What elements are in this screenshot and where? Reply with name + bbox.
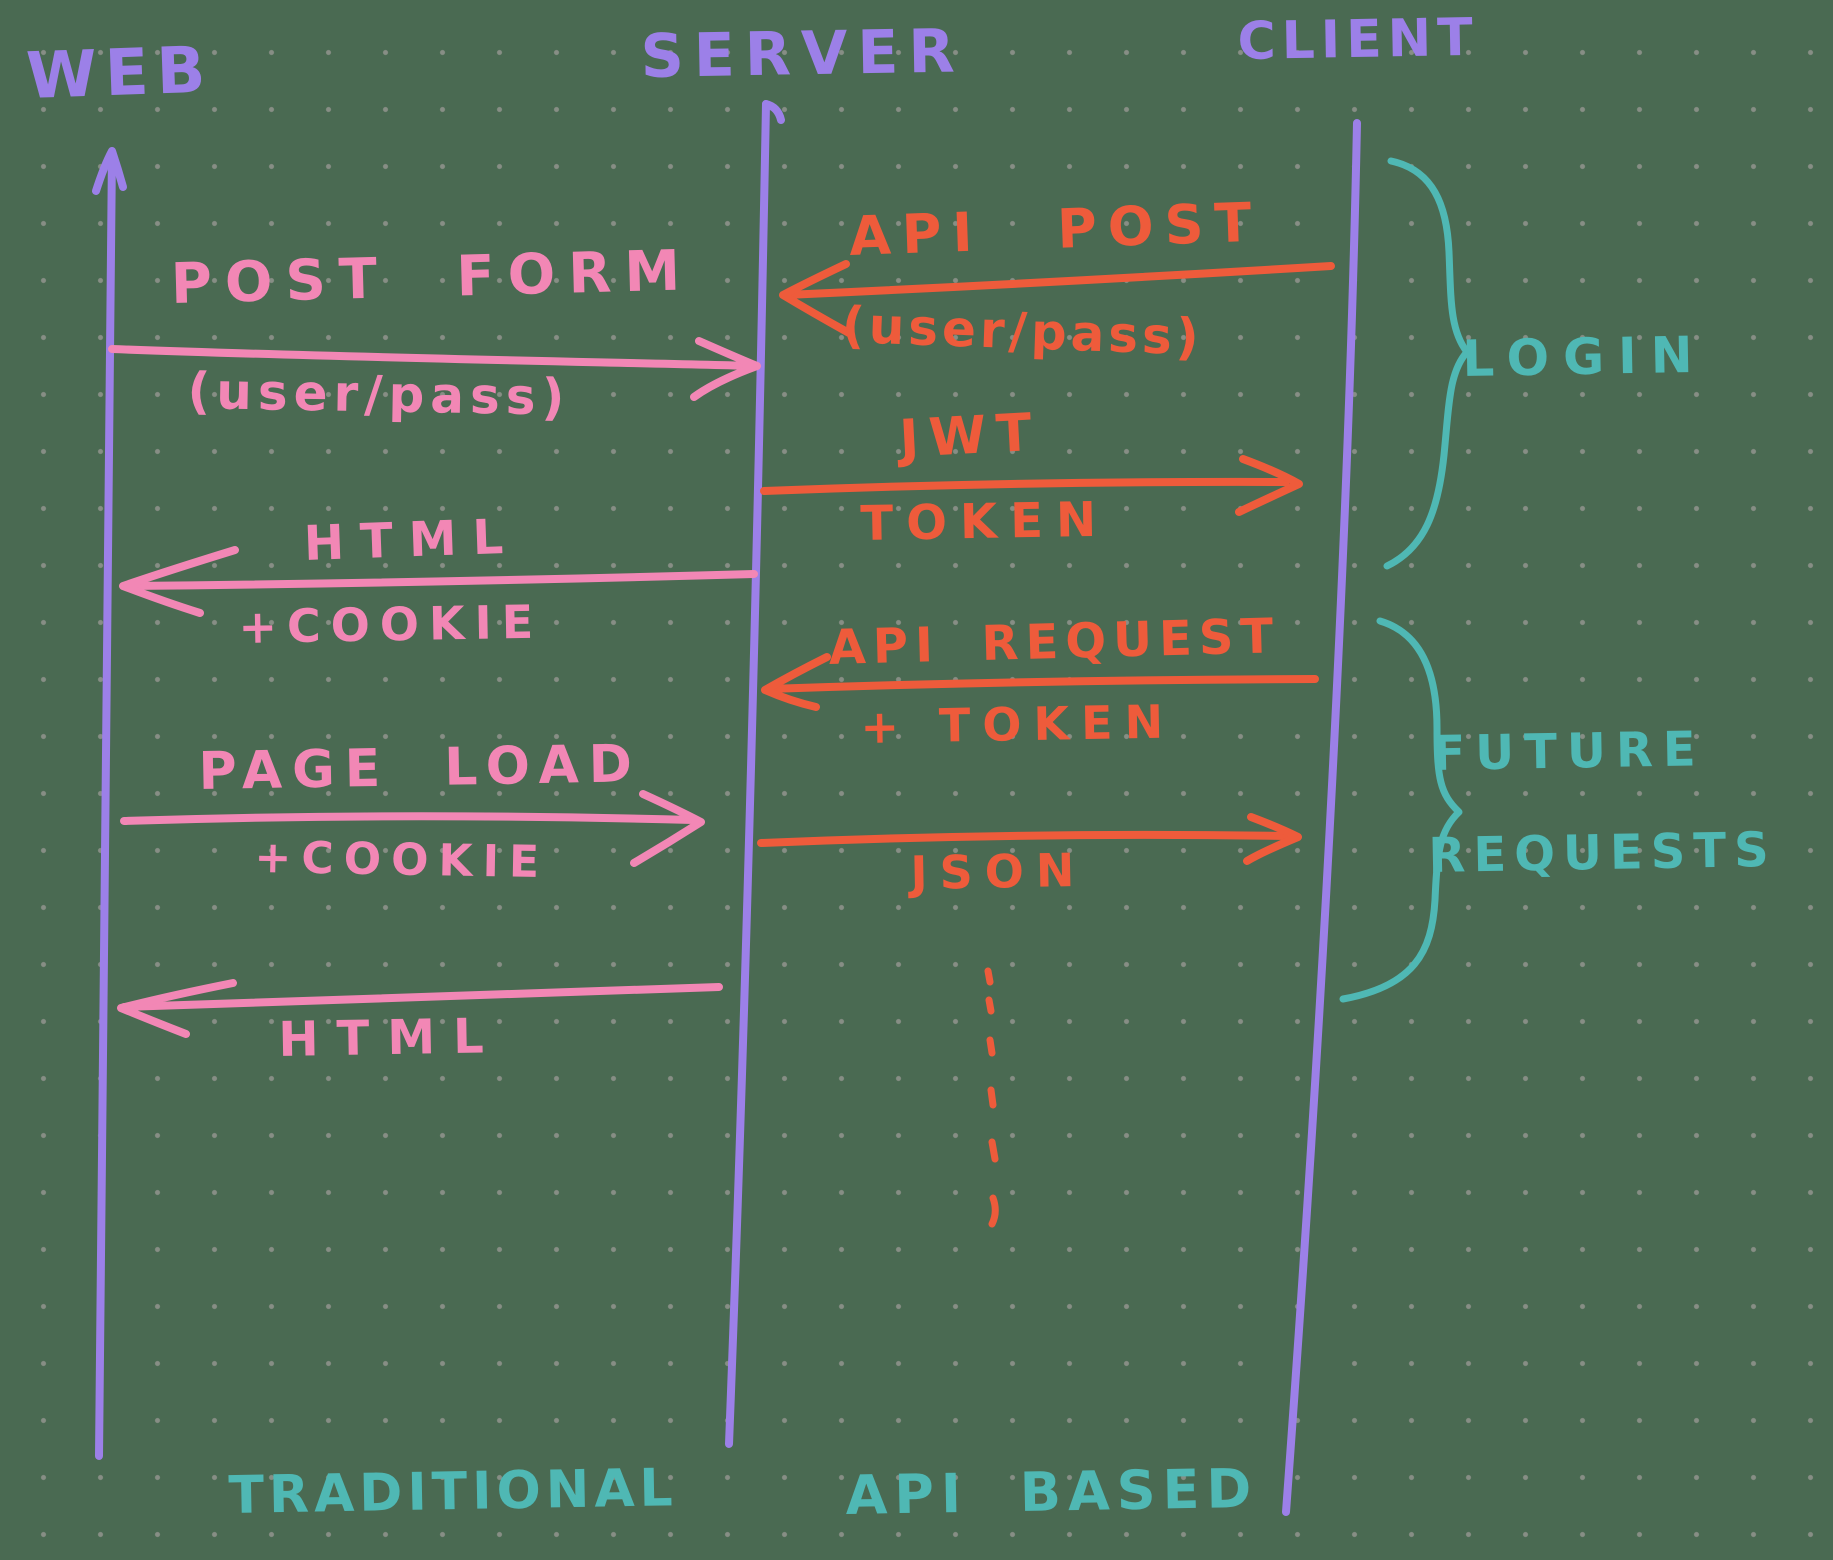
message-sub-plus-token: + TOKEN xyxy=(860,694,1176,754)
html2-arrowhead xyxy=(117,979,237,1038)
page-load-arrow-line xyxy=(120,812,697,825)
json-arrow-line xyxy=(757,830,1291,847)
server-lifeline-hook xyxy=(762,100,785,124)
post-form-arrowhead xyxy=(690,337,761,401)
message-sub-user-pass: (user/pass) xyxy=(186,362,571,427)
page-load-arrowhead xyxy=(630,790,705,867)
message-label-api-request: API REQUEST xyxy=(828,608,1281,676)
web-lifeline xyxy=(95,148,116,1460)
api-request-arrowhead xyxy=(761,653,831,711)
message-label-html-2: HTML xyxy=(278,1008,503,1068)
html-cookie-arrowhead xyxy=(119,546,239,617)
future-requests-annotation-line1: FUTURE xyxy=(1432,721,1707,782)
jwt-token-arrow-line xyxy=(760,477,1290,495)
api-post-arrowhead xyxy=(779,260,853,337)
api-request-arrow-line xyxy=(764,675,1319,693)
message-label-jwt: JWT xyxy=(898,402,1044,470)
future-requests-brace xyxy=(1339,617,1463,1003)
traditional-caption: TRADITIONAL xyxy=(228,1458,679,1526)
login-brace xyxy=(1383,157,1471,570)
server-lifeline-label: SERVER xyxy=(640,16,966,92)
login-annotation-label: LOGIN xyxy=(1462,325,1708,388)
message-label-post-form: POST FORM xyxy=(170,238,694,317)
client-lifeline xyxy=(1282,119,1361,1516)
message-sub-cookie: +COOKIE xyxy=(238,594,544,654)
html-cookie-arrow-line xyxy=(122,570,758,590)
server-lifeline xyxy=(725,100,770,1448)
post-form-arrow-line xyxy=(108,345,760,370)
api-post-arrow-line xyxy=(782,262,1335,299)
message-label-page-load: PAGE LOAD xyxy=(198,734,643,802)
message-label-json: JSON xyxy=(910,842,1087,900)
message-sub-token: TOKEN xyxy=(860,491,1110,552)
message-sub-cookie-2: +COOKIE xyxy=(254,832,550,889)
web-lifeline-label: WEB xyxy=(25,33,215,114)
jwt-token-arrowhead xyxy=(1235,455,1303,516)
message-label-html: HTML xyxy=(303,508,521,572)
client-lifeline-label: CLIENT xyxy=(1237,7,1480,72)
json-arrowhead xyxy=(1243,813,1302,865)
future-requests-annotation-line2: REQUESTS xyxy=(1428,821,1778,884)
web-lifeline-arrowhead xyxy=(92,147,127,195)
html2-arrow-line xyxy=(120,983,723,1011)
api-based-caption: API BASED xyxy=(845,1456,1259,1527)
continuation-dots xyxy=(984,967,999,1228)
